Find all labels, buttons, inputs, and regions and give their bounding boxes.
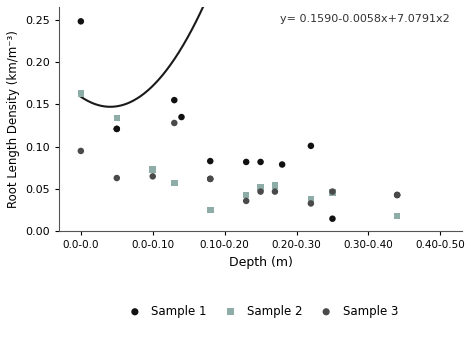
Sample 1 [207,176,214,182]
Sample 3 [271,189,279,194]
Sample 2 [328,190,336,195]
Sample 3 [242,198,250,204]
Sample 1 [113,126,120,132]
Sample 2 [171,181,178,186]
Sample 2 [77,91,85,96]
Sample 2 [242,192,250,198]
Sample 3 [77,148,85,154]
Sample 2 [257,185,264,190]
Sample 2 [207,207,214,213]
X-axis label: Depth (m): Depth (m) [228,256,292,269]
Legend: Sample 1, Sample 2, Sample 3: Sample 1, Sample 2, Sample 3 [118,300,403,323]
Y-axis label: Root Length Density (km/m⁻³): Root Length Density (km/m⁻³) [7,30,20,208]
Sample 1 [242,159,250,165]
Sample 3 [149,174,156,179]
Sample 1 [178,114,185,120]
Sample 1 [328,216,336,221]
Sample 1 [393,192,401,198]
Sample 1 [77,19,85,24]
Sample 2 [307,197,315,202]
Sample 2 [393,214,401,219]
Sample 1 [171,97,178,103]
Sample 3 [328,189,336,194]
Sample 1 [207,158,214,164]
Sample 2 [271,183,279,188]
Sample 3 [171,120,178,126]
Sample 1 [307,143,315,149]
Sample 2 [149,167,156,172]
Sample 3 [257,189,264,194]
Sample 1 [257,159,264,165]
Text: y= 0.1590-0.0058x+7.0791x2: y= 0.1590-0.0058x+7.0791x2 [280,14,450,24]
Sample 2 [113,115,120,121]
Sample 1 [278,162,286,167]
Sample 3 [207,176,214,182]
Sample 3 [113,175,120,181]
Sample 3 [393,192,401,198]
Sample 3 [307,201,315,206]
Sample 1 [113,126,120,132]
